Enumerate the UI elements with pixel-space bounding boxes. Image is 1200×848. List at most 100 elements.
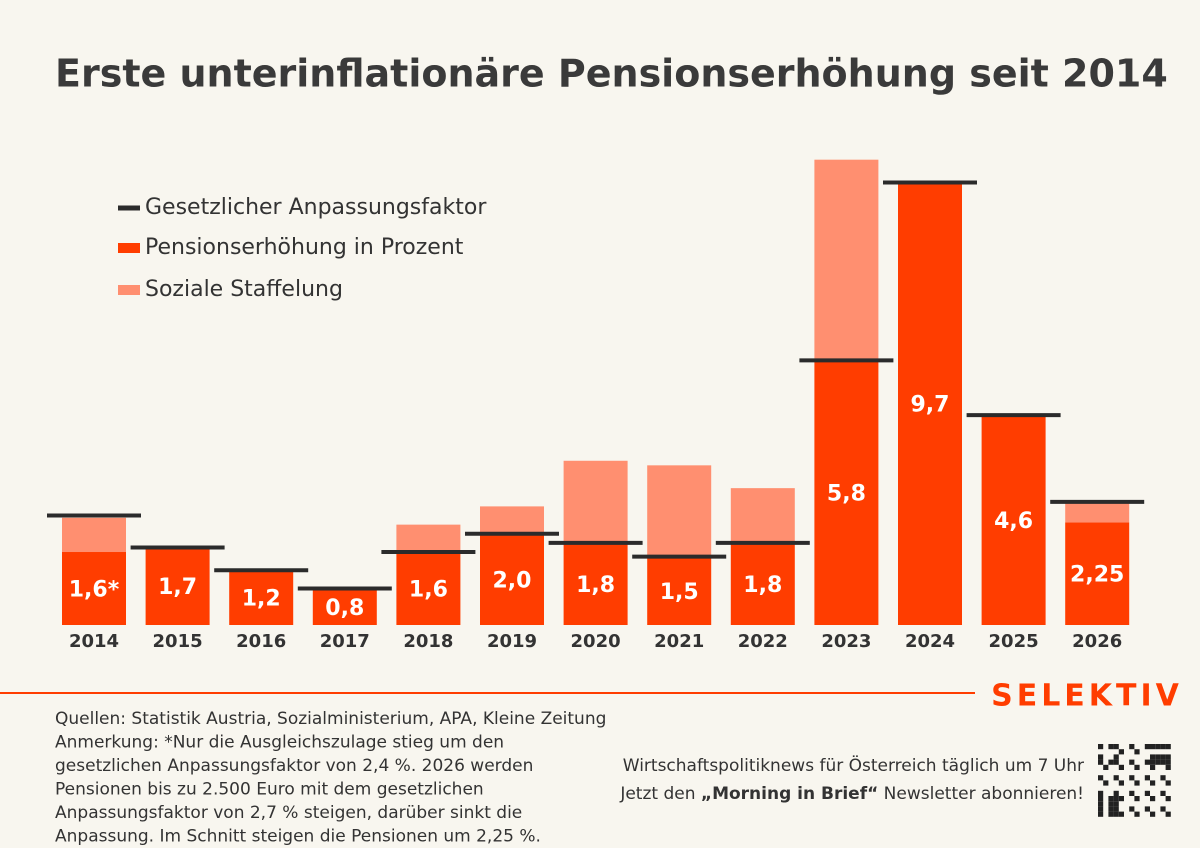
qr-cell	[1165, 744, 1171, 750]
bar	[814, 360, 879, 625]
x-tick-label: 2016	[236, 631, 286, 652]
qr-cell	[1098, 806, 1104, 812]
chart-title: Erste unterinflationäre Pensionserhöhung…	[55, 52, 1168, 96]
qr-cell	[1160, 754, 1166, 760]
bar	[145, 547, 210, 625]
note: gesetzlichen Anpassungsfaktor von 2,4 %.…	[55, 756, 533, 776]
bar-segment	[1065, 501, 1130, 523]
bar-segment	[814, 159, 879, 361]
qr-cell	[1160, 790, 1166, 796]
qr-cell	[1155, 759, 1161, 765]
cta-part: Jetzt den	[619, 784, 701, 804]
bar	[229, 570, 294, 625]
bar-segment	[62, 517, 126, 553]
qr-cell	[1108, 801, 1114, 807]
qr-cell	[1108, 744, 1114, 750]
qr-cell	[1118, 780, 1124, 786]
qr-cell	[1098, 744, 1104, 750]
x-tick-label: 2020	[571, 631, 621, 652]
bar	[62, 552, 126, 625]
qr-cell	[1144, 806, 1150, 812]
qr-cell	[1150, 759, 1156, 765]
note: Anpassung. Im Schnitt steigen die Pensio…	[55, 827, 541, 847]
qr-cell	[1118, 749, 1124, 755]
value-label: 4,6	[994, 509, 1033, 534]
qr-cell	[1098, 796, 1104, 802]
qr-cell	[1144, 775, 1150, 781]
qr-cell	[1113, 775, 1119, 781]
qr-cell	[1160, 775, 1166, 781]
qr-cell	[1118, 796, 1124, 802]
qr-code	[1098, 744, 1171, 817]
value-label: 1,8	[743, 573, 782, 598]
value-label: 2,0	[493, 568, 532, 593]
qr-cell	[1150, 764, 1156, 770]
value-label: 9,7	[911, 393, 950, 418]
bar-segment	[396, 524, 461, 553]
qr-cell	[1129, 790, 1135, 796]
legend-label: Pensionserhöhung in Prozent	[145, 235, 464, 260]
cta-part: Newsletter abonnieren!	[878, 784, 1084, 804]
qr-cell	[1113, 796, 1119, 802]
value-label: 1,7	[158, 575, 197, 600]
legend-swatch	[118, 243, 140, 253]
bar	[898, 182, 962, 625]
qr-cell	[1150, 811, 1156, 817]
qr-cell	[1144, 759, 1150, 765]
qr-cell	[1165, 759, 1171, 765]
x-tick-label: 2015	[153, 631, 203, 652]
qr-cell	[1165, 811, 1171, 817]
x-tick-label: 2025	[989, 631, 1039, 652]
qr-cell	[1150, 796, 1156, 802]
x-tick-label: 2014	[69, 631, 119, 652]
qr-cell	[1108, 806, 1114, 812]
qr-cell	[1118, 764, 1124, 770]
qr-cell	[1134, 780, 1140, 786]
brand: SELEKTIV	[991, 679, 1183, 714]
qr-cell	[1165, 764, 1171, 770]
legend-label: Soziale Staffelung	[145, 277, 343, 302]
qr-cell	[1118, 811, 1124, 817]
newsletter: Wirtschaftspolitiknews für Österreich tä…	[623, 754, 1084, 776]
qr-cell	[1129, 759, 1135, 765]
qr-cell	[1098, 775, 1104, 781]
qr-cell	[1113, 801, 1119, 807]
bar-segment	[563, 460, 628, 543]
x-tick-label: 2021	[654, 631, 704, 652]
qr-cell	[1129, 806, 1135, 812]
legend-swatch	[118, 285, 140, 295]
qr-cell	[1165, 796, 1171, 802]
qr-cell	[1103, 780, 1109, 786]
value-label: 1,6	[409, 578, 448, 603]
bar	[647, 556, 712, 625]
qr-cell	[1134, 811, 1140, 817]
x-tick-label: 2018	[403, 631, 453, 652]
bar	[981, 415, 1046, 625]
qr-cell	[1113, 754, 1119, 760]
qr-cell	[1098, 790, 1104, 796]
x-tick-label: 2017	[320, 631, 370, 652]
qr-cell	[1113, 811, 1119, 817]
qr-cell	[1160, 759, 1166, 765]
qr-cell	[1155, 744, 1161, 750]
note: Quellen: Statistik Austria, Sozialminist…	[55, 709, 606, 729]
value-label: 5,8	[827, 482, 866, 507]
qr-cell	[1129, 775, 1135, 781]
bar	[312, 588, 377, 625]
x-tick-label: 2019	[487, 631, 537, 652]
x-tick-label: 2026	[1072, 631, 1122, 652]
value-label: 1,5	[660, 580, 699, 605]
qr-cell	[1098, 754, 1104, 760]
value-label: 1,2	[242, 587, 281, 612]
qr-cell	[1113, 790, 1119, 796]
x-tick-label: 2022	[738, 631, 788, 652]
qr-cell	[1108, 759, 1114, 765]
bar-segment	[480, 506, 544, 534]
qr-cell	[1134, 749, 1140, 755]
bar	[480, 533, 544, 625]
qr-cell	[1165, 754, 1171, 760]
legend-label: Gesetzlicher Anpassungsfaktor	[145, 195, 487, 220]
qr-cell	[1134, 764, 1140, 770]
qr-cell	[1103, 764, 1109, 770]
x-tick-label: 2024	[905, 631, 955, 652]
